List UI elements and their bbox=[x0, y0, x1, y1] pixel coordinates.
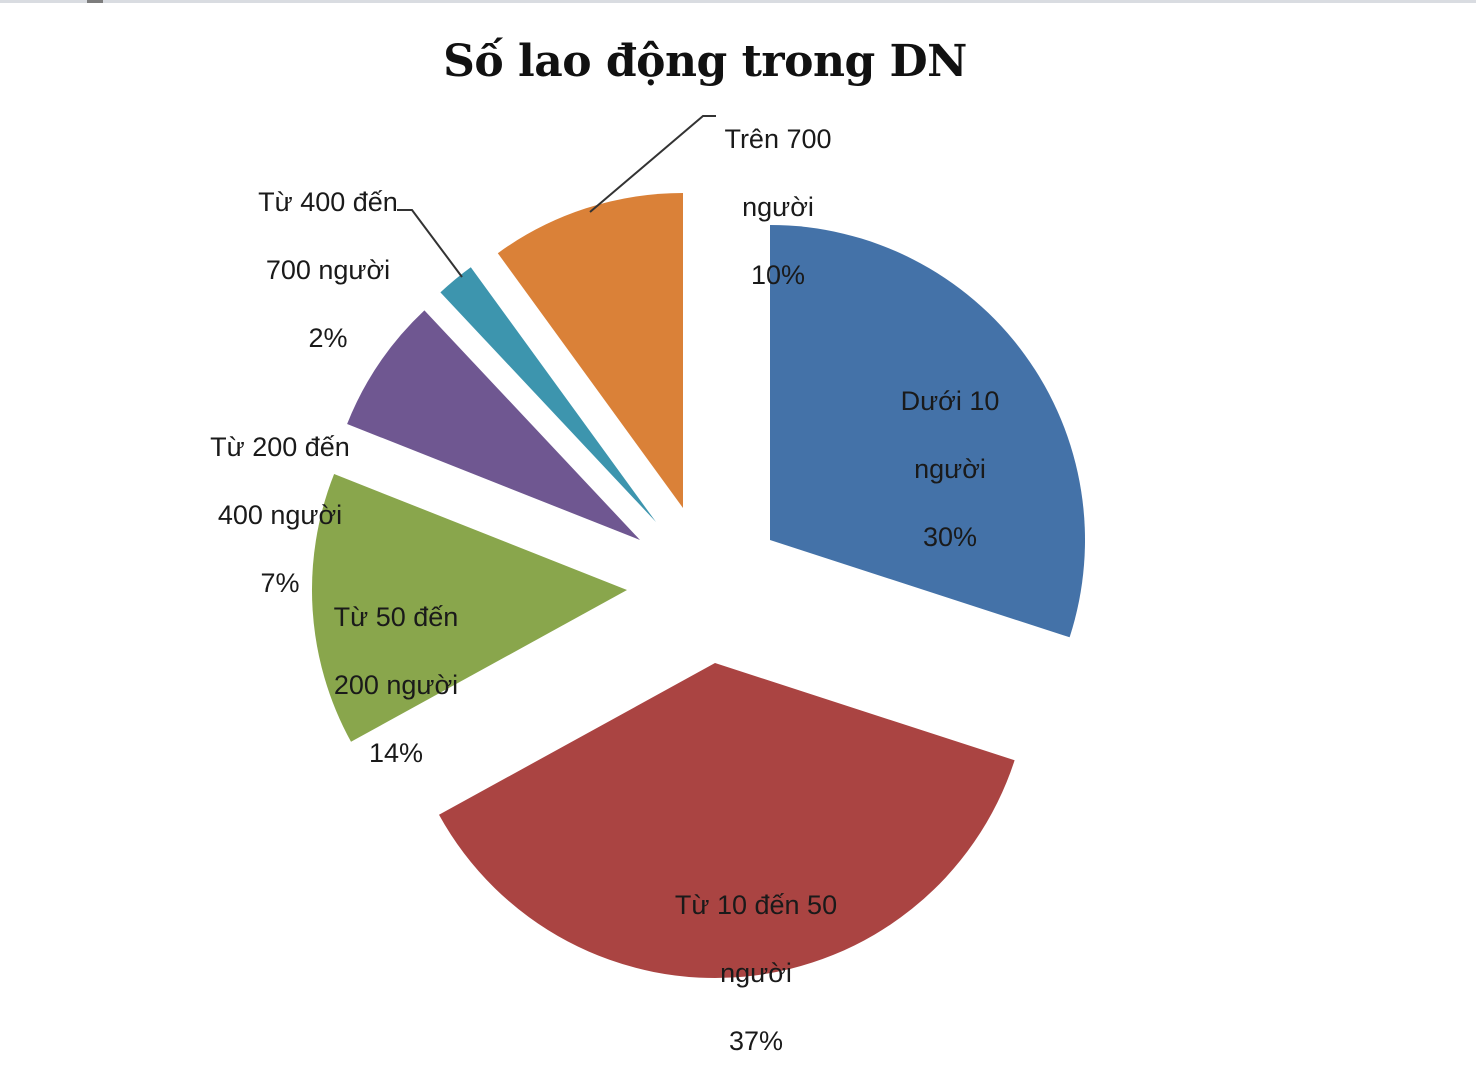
slice-tu-400-den-700 bbox=[440, 267, 656, 522]
slice-tu-10-den-50 bbox=[439, 663, 1015, 978]
label-line: người bbox=[914, 454, 986, 484]
leader-line-tu-400-den-700 bbox=[397, 209, 463, 278]
label-line: Từ 50 đến bbox=[333, 602, 459, 632]
leader-line-tren-700 bbox=[589, 115, 716, 213]
label-line: Từ 200 đến bbox=[210, 432, 350, 462]
label-percent: 7% bbox=[260, 568, 300, 598]
label-percent: 37% bbox=[728, 1026, 784, 1056]
label-line: người bbox=[742, 192, 814, 222]
window-top-tab bbox=[87, 0, 103, 3]
pie-slices bbox=[311, 193, 1086, 978]
label-line: Từ 10 đến 50 bbox=[674, 890, 838, 920]
data-label-tu-400-den-700: Từ 400 đến 700 người 2% bbox=[238, 151, 418, 389]
label-line: Từ 400 đến bbox=[258, 187, 398, 217]
label-percent: 10% bbox=[750, 260, 806, 290]
label-line: 700 người bbox=[265, 255, 391, 285]
label-percent: 2% bbox=[308, 323, 348, 353]
slice-tren-700 bbox=[497, 193, 683, 508]
label-line: Trên 700 bbox=[724, 124, 832, 154]
data-label-tu-10-den-50: Từ 10 đến 50 người 37% bbox=[646, 854, 866, 1092]
chart-title: Số lao động trong DN bbox=[443, 36, 967, 87]
data-label-tren-700: Trên 700 người 10% bbox=[698, 88, 858, 326]
window-top-edge bbox=[0, 0, 1476, 3]
data-label-tu-200-den-400: Từ 200 đến 400 người 7% bbox=[190, 396, 370, 634]
data-label-tu-50-den-200: Từ 50 đến 200 người 14% bbox=[306, 566, 486, 804]
slice-tu-200-den-400 bbox=[347, 310, 640, 540]
slice-duoi-10 bbox=[770, 225, 1086, 638]
label-percent: 30% bbox=[922, 522, 978, 552]
slice-tu-50-den-200 bbox=[311, 474, 627, 742]
label-line: người bbox=[720, 958, 792, 988]
data-label-duoi-10: Dưới 10 người 30% bbox=[870, 350, 1030, 588]
pie-chart bbox=[311, 115, 1086, 978]
label-line: 400 người bbox=[217, 500, 343, 530]
label-line: Dưới 10 bbox=[900, 386, 1000, 416]
label-line: 200 người bbox=[333, 670, 459, 700]
label-percent: 14% bbox=[368, 738, 424, 768]
